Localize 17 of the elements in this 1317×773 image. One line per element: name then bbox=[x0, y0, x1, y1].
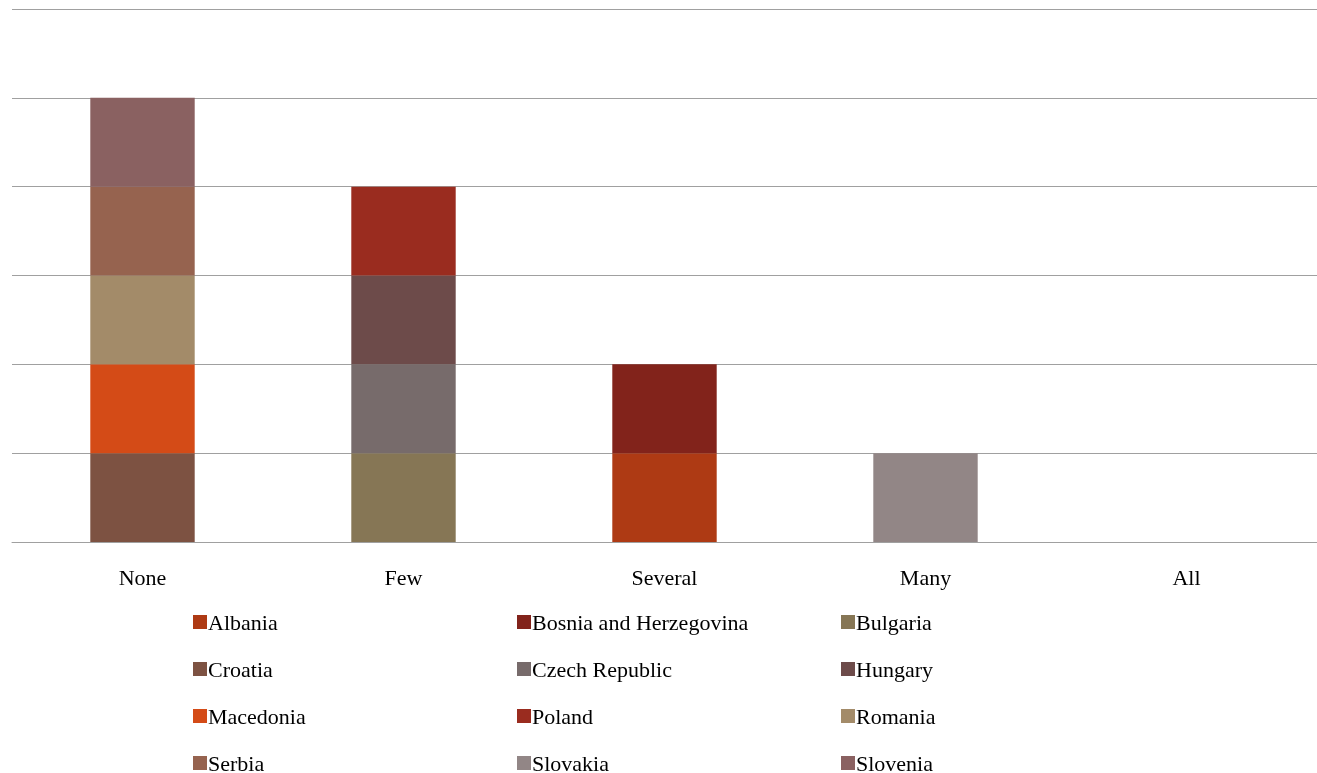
x-tick-label: All bbox=[1172, 564, 1201, 590]
legend-label: Albania bbox=[208, 609, 278, 635]
legend-label: Bulgaria bbox=[856, 609, 932, 635]
legend-label: Poland bbox=[532, 703, 594, 729]
x-tick-label: None bbox=[118, 564, 167, 590]
legend-label: Bosnia and Herzegovina bbox=[532, 609, 749, 635]
legend-label: Hungary bbox=[856, 656, 933, 682]
legend-label: Czech Republic bbox=[532, 656, 673, 682]
x-tick-label: Few bbox=[384, 564, 423, 590]
legend-label: Romania bbox=[856, 703, 936, 729]
legend-label: Serbia bbox=[208, 750, 265, 773]
legend-label: Croatia bbox=[208, 656, 273, 682]
legend-label: Slovakia bbox=[532, 750, 610, 773]
x-tick-label: Many bbox=[899, 564, 952, 590]
x-tick-label: Several bbox=[631, 564, 698, 590]
legend-label: Slovenia bbox=[856, 750, 934, 773]
legend-label: Macedonia bbox=[208, 703, 306, 729]
